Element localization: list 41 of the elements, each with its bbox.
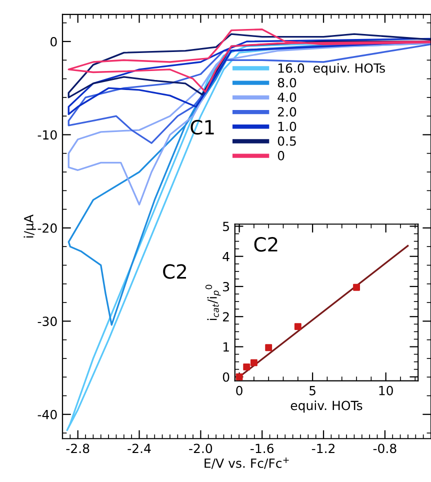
y-tick-label: 4 [222, 252, 230, 262]
y-tick-label: 0 [50, 36, 57, 46]
y-tick-label: 2 [222, 312, 229, 322]
legend-label: 2.0 [278, 107, 296, 117]
annotation: C2 [163, 264, 186, 279]
point [250, 359, 258, 366]
x-tick-label: -1.6 [250, 444, 274, 454]
annotation: C2 [254, 236, 278, 252]
y-tick-label: -20 [38, 223, 57, 233]
y-tick-label: -10 [38, 130, 57, 140]
y-axis-title: i/μA [24, 214, 36, 238]
legend-label: 8.0 [278, 78, 296, 88]
x-tick-label: -2.0 [189, 444, 212, 454]
y-tick-label: -30 [38, 316, 57, 326]
line-series [68, 38, 431, 116]
y-tick-label: 1 [223, 342, 229, 352]
legend-label: 4.0 [278, 92, 296, 102]
point [236, 373, 243, 380]
x-tick-label: -0.8 [373, 444, 396, 454]
y-tick-label: 5 [223, 222, 229, 232]
x-tick-label: 0 [236, 386, 242, 396]
point [294, 323, 302, 330]
legend-label: 0 [278, 150, 284, 160]
legend-label: 16.0 equiv. HOTs [278, 63, 385, 76]
x-tick-label: -2.8 [66, 444, 90, 454]
x-tick-label: 10 [379, 386, 393, 396]
legend-label: 0.5 [278, 136, 296, 146]
line-series [68, 40, 431, 206]
legend-label: 1.0 [278, 122, 296, 132]
y-axis-title: i$_{cat}$/i$_{p}$$^{0}$ [205, 284, 221, 320]
y-tick-label: 3 [223, 282, 230, 292]
y-tick-label: -40 [38, 410, 57, 420]
x-axis-title: E/V vs. Fc/Fc$^{+}$ [204, 457, 289, 469]
point [353, 284, 360, 291]
point [265, 344, 272, 352]
y-tick-label: 0 [222, 372, 230, 382]
point [243, 363, 250, 370]
x-tick-label: -1.2 [312, 444, 334, 453]
x-axis-title: equiv. HOTs [290, 400, 362, 413]
x-tick-label: -2.4 [128, 444, 151, 453]
x-tick-label: 5 [310, 386, 316, 396]
